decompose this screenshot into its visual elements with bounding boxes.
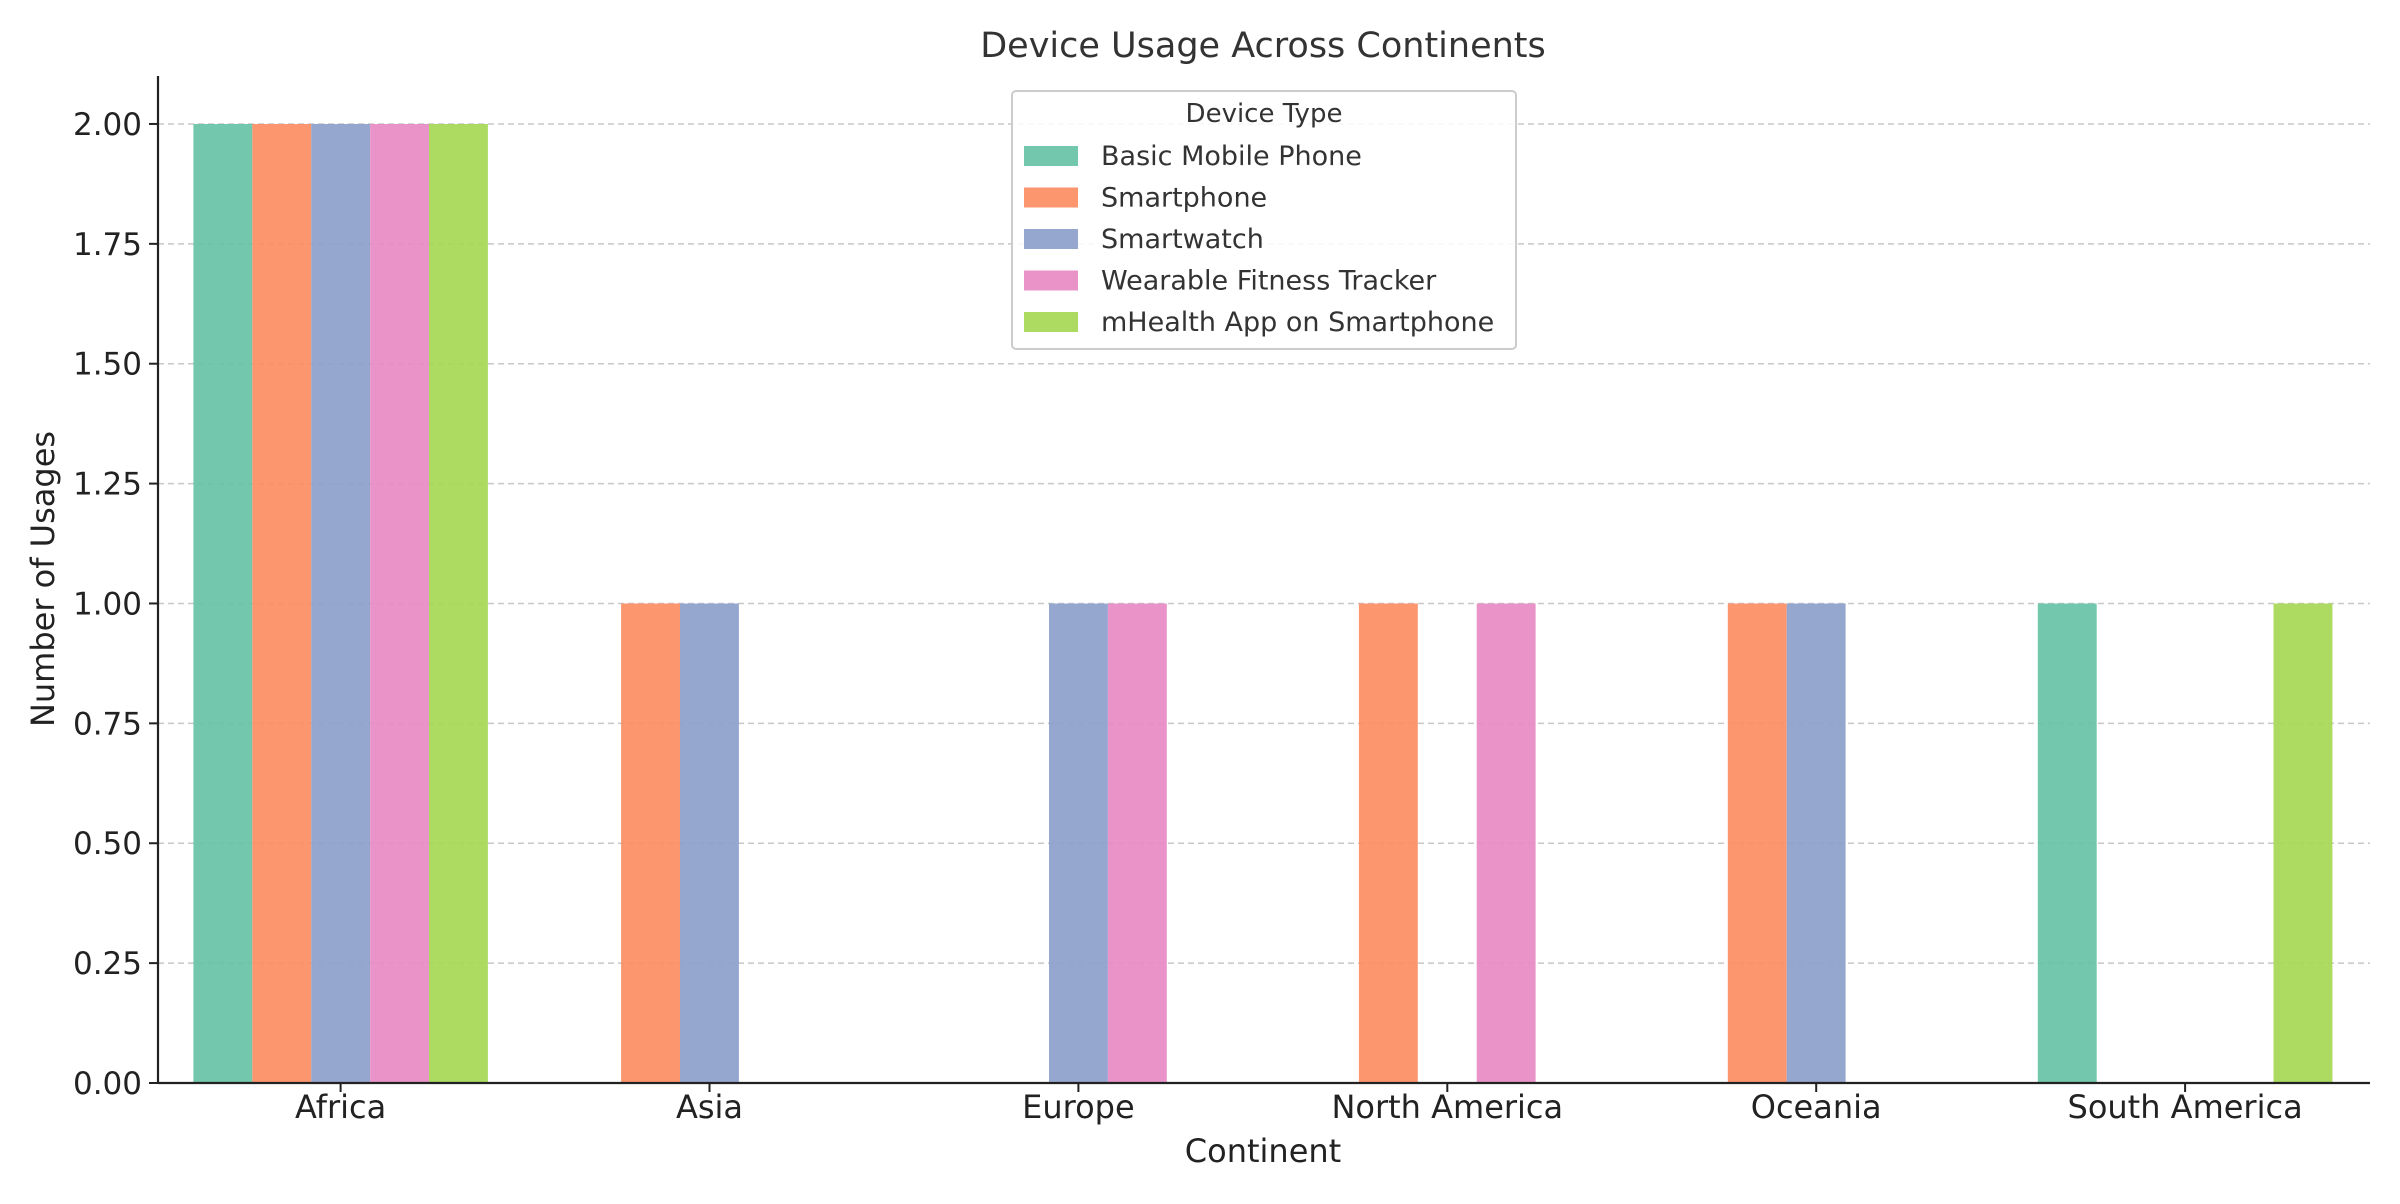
bar	[311, 124, 371, 1083]
legend-swatch	[1024, 146, 1078, 166]
y-tick-label: 0.00	[73, 1066, 142, 1102]
y-tick-label: 2.00	[73, 107, 142, 143]
chart-title: Device Usage Across Continents	[980, 26, 1546, 66]
y-tick-label: 1.25	[73, 467, 142, 503]
y-tick-label: 1.00	[73, 586, 142, 622]
bar	[1786, 603, 1846, 1083]
bars	[193, 124, 2333, 1083]
bar	[1358, 603, 1418, 1083]
bar	[2273, 603, 2333, 1083]
legend-swatch	[1024, 229, 1078, 249]
bar	[1107, 603, 1167, 1083]
x-tick-label: Africa	[295, 1088, 386, 1126]
y-tick-label: 0.50	[73, 826, 142, 862]
bar	[1727, 603, 1787, 1083]
bar	[370, 124, 429, 1083]
legend-swatch	[1024, 270, 1078, 291]
axes: 0.00 0.25 0.50 0.75 1.00 1.25 1.50 1.75 2.00 Afri…	[73, 76, 2370, 1126]
legend-title: Device Type	[1186, 99, 1343, 129]
y-tick-label: 1.75	[73, 227, 142, 263]
legend-swatch	[1024, 187, 1078, 208]
legend-swatch	[1024, 312, 1078, 332]
y-tick-label: 1.50	[73, 347, 142, 383]
bar	[2037, 603, 2097, 1083]
y-axis-label: Number of Usages	[24, 431, 62, 727]
legend-frame	[1011, 90, 1517, 350]
x-tick-label: Europe	[1022, 1088, 1135, 1126]
y-tick-label: 0.25	[73, 946, 142, 982]
legend-entry: Smartphone	[1101, 183, 1267, 214]
legend-entry: Basic Mobile Phone	[1101, 141, 1362, 172]
legend: Device Type Basic Mobile Phone Smartphone…	[1011, 90, 1517, 350]
bar	[680, 603, 739, 1083]
x-tick-label: Asia	[676, 1088, 743, 1126]
bar	[621, 603, 680, 1083]
legend-entry: Smartwatch	[1101, 224, 1264, 255]
y-tick-label: 0.75	[73, 706, 142, 742]
legend-entry: mHealth App on Smartphone	[1101, 307, 1494, 338]
x-axis-label: Continent	[1185, 1132, 1341, 1170]
x-tick-label: Oceania	[1751, 1088, 1882, 1126]
x-tick-label: North America	[1331, 1088, 1563, 1126]
bar	[193, 124, 253, 1083]
x-tick-label: South America	[2068, 1088, 2303, 1126]
bar	[429, 124, 488, 1083]
bar	[1476, 603, 1536, 1083]
legend-entry: Wearable Fitness Tracker	[1101, 266, 1437, 297]
bar	[1049, 603, 1108, 1083]
labels: Device Usage Across Continents Continent…	[24, 26, 1546, 1170]
bar	[252, 124, 312, 1083]
